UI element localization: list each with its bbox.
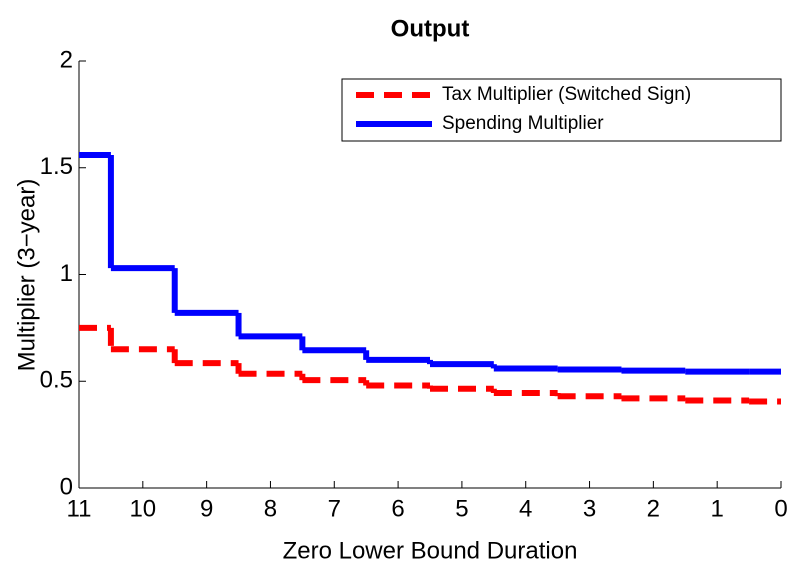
legend: Tax Multiplier (Switched Sign) Spending M… [341,78,782,142]
legend-label: Tax Multiplier (Switched Sign) [442,84,691,105]
y-tick-label: 2 [60,46,73,73]
series [79,324,781,405]
series [79,151,781,375]
x-tick-label: 0 [774,495,787,522]
y-tick-label: 1 [60,260,73,287]
legend-label: Spending Multiplier [442,113,604,134]
y-axis-label: Multiplier (3−year) [13,179,40,372]
x-tick-label: 4 [519,495,532,522]
x-tick-label: 11 [67,495,92,522]
x-tick-label: 6 [391,495,404,522]
legend-box [341,78,782,142]
x-tick-label: 7 [328,495,341,522]
y-tick-label: 0 [60,473,73,500]
x-tick-label: 5 [455,495,468,522]
x-tick-label: 8 [264,495,277,522]
chart-title: Output [391,15,470,42]
x-tick-label: 9 [200,495,213,522]
x-tick-label: 10 [129,495,156,522]
x-tick-label: 1 [711,495,724,522]
x-axis-label: Zero Lower Bound Duration [283,537,578,564]
x-tick-label: 3 [583,495,596,522]
y-tick-label: 0.5 [40,367,73,394]
y-tick-label: 1.5 [40,153,73,180]
x-tick-label: 2 [647,495,660,522]
